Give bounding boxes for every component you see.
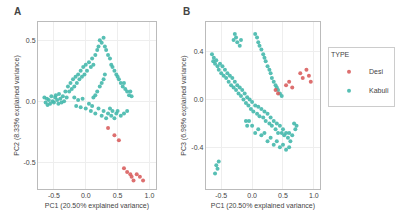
svg-text:PC3 (6.98% explained variance): PC3 (6.98% explained variance) xyxy=(180,55,188,155)
svg-text:PC2 (8.33% explained variance): PC2 (8.33% explained variance) xyxy=(13,55,21,155)
svg-text:1.0: 1.0 xyxy=(145,192,155,199)
svg-text:0.5: 0.5 xyxy=(113,192,123,199)
svg-text:0.5: 0.5 xyxy=(26,37,36,44)
svg-text:PC1 (20.50% explained variance: PC1 (20.50% explained variance) xyxy=(45,202,149,210)
svg-text:0.5: 0.5 xyxy=(278,192,288,199)
svg-text:0.4: 0.4 xyxy=(194,48,204,55)
svg-text:0.0: 0.0 xyxy=(194,96,204,103)
svg-text:Kabuli: Kabuli xyxy=(369,87,389,94)
svg-text:B: B xyxy=(183,6,190,17)
svg-text:PC1 (20.50% explained variance: PC1 (20.50% explained variance) xyxy=(211,202,315,210)
svg-text:A: A xyxy=(14,6,21,17)
svg-text:-0.5: -0.5 xyxy=(48,192,60,199)
svg-text:0.0: 0.0 xyxy=(247,192,257,199)
svg-text:-0.4: -0.4 xyxy=(191,144,203,151)
svg-text:0.0: 0.0 xyxy=(26,98,36,105)
svg-text:-0.5: -0.5 xyxy=(24,159,36,166)
svg-text:-0.5: -0.5 xyxy=(215,192,227,199)
svg-text:1.0: 1.0 xyxy=(309,192,319,199)
svg-text:Desi: Desi xyxy=(369,68,383,75)
svg-text:0.0: 0.0 xyxy=(81,192,91,199)
svg-text:TYPE: TYPE xyxy=(331,51,350,58)
